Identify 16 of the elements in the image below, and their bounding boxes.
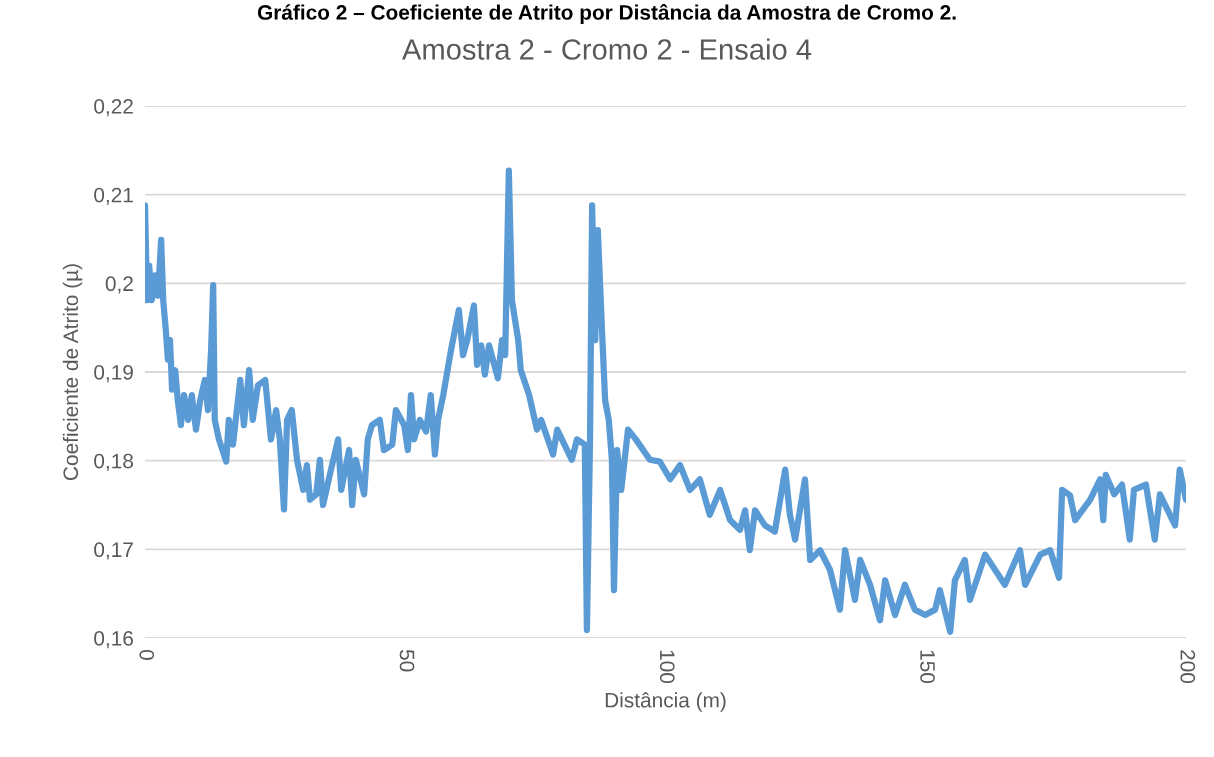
chart-subtitle: Amostra 2 - Cromo 2 - Ensaio 4 <box>402 38 812 60</box>
y-tick-label: 0,16 <box>94 631 133 649</box>
x-axis-title: Distância (m) <box>605 692 726 712</box>
x-tick-label: 200 <box>1180 650 1196 684</box>
y-tick-label: 0,17 <box>94 542 133 560</box>
x-tick-label: 100 <box>659 650 675 684</box>
chart-title: Gráfico 2 – Coeficiente de Atrito por Distância da Amostra de Cromo 2. <box>257 4 956 24</box>
y-axis-title: Coeficiente de Atrito (µ) <box>62 264 83 480</box>
y-tick-label: 0,22 <box>94 99 133 117</box>
x-tick-label: 50 <box>399 649 415 672</box>
x-tick-label: 150 <box>920 650 935 684</box>
y-tick-label: 0,19 <box>94 365 133 383</box>
y-tick-label: 0,2 <box>105 276 133 294</box>
x-tick-label: 0 <box>139 649 155 660</box>
y-tick-label: 0,18 <box>94 453 133 471</box>
y-tick-label: 0,21 <box>94 187 133 205</box>
